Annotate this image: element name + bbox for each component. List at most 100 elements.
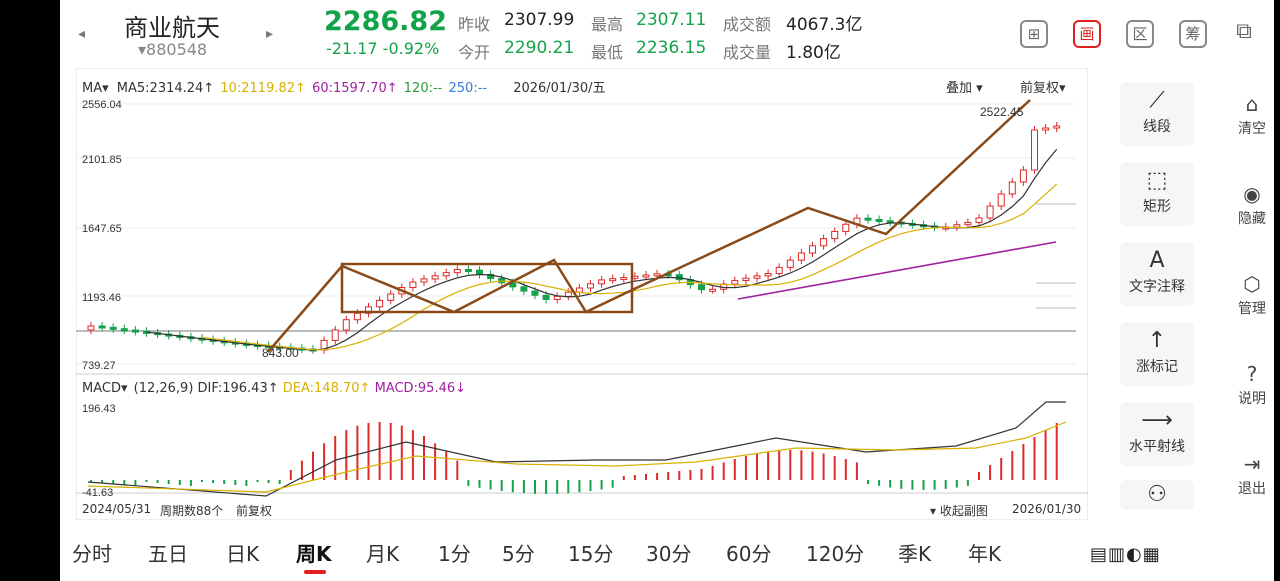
ma10-value: 10:2119.82↑: [220, 81, 306, 96]
tool-text-note[interactable]: A 文字注释: [1120, 242, 1194, 306]
macd-tick-label: -41.63: [82, 487, 113, 499]
tool-rectangle[interactable]: ⬚ 矩形: [1120, 162, 1194, 226]
hide-button[interactable]: ◉ 隐藏: [1230, 178, 1274, 228]
help-button[interactable]: ? 说明: [1230, 358, 1274, 408]
turnover-value: 4067.3亿: [786, 15, 863, 35]
chart-frame: [76, 68, 1088, 520]
interval-button[interactable]: 区: [1126, 20, 1154, 48]
side-label: 清空: [1238, 121, 1266, 137]
candle-body: [964, 221, 972, 226]
candle-body: [864, 217, 872, 221]
kline-svg[interactable]: 2556.04 2101.85 1647.65 1193.46 739.27 196.43…: [76, 68, 1088, 520]
high-label: 最高: [591, 15, 624, 34]
collapse-subchart-button[interactable]: ▾ 收起副图: [930, 504, 988, 518]
candle-body: [520, 286, 528, 292]
clear-icon: ⌂: [1245, 92, 1259, 116]
macd-tick-label: 196.43: [82, 403, 116, 415]
candle-body: [353, 312, 361, 321]
period-tabs: 分时 五日 日K 周K 月K 1分 5分 15分 30分 60分 120分 季K…: [60, 530, 1280, 581]
tool-line-segment[interactable]: ⟋ 线段: [1120, 82, 1194, 146]
tab-monthly[interactable]: 月K: [366, 542, 400, 566]
clear-button[interactable]: ⌂ 清空: [1230, 88, 1274, 138]
kline-chart[interactable]: 2556.04 2101.85 1647.65 1193.46 739.27 196.43…: [76, 68, 1088, 520]
candle-body: [1031, 129, 1038, 171]
price-tick-label: 2556.04: [82, 99, 122, 111]
app-screen: ◂ 商业航天 ▾880548 ▸ 2286.82 -21.17 -0.92% 昨…: [60, 0, 1280, 581]
candle-body: [820, 238, 828, 247]
exit-button[interactable]: ⇥ 退出: [1230, 448, 1274, 498]
candle-body: [1019, 169, 1027, 183]
adjust-label: 前复权: [236, 504, 273, 518]
candle-body: [809, 245, 816, 254]
tab-weekly[interactable]: 周K: [296, 542, 332, 566]
tab-5min[interactable]: 5分: [502, 542, 535, 566]
manage-button[interactable]: ⬡ 管理: [1230, 268, 1274, 318]
low-label: 最低: [591, 43, 624, 62]
stock-code[interactable]: ▾880548: [138, 40, 208, 59]
price-tick-label: 1647.65: [82, 223, 122, 235]
candle-body: [797, 252, 805, 261]
candle-body: [953, 224, 961, 228]
price-tick-label: 1193.46: [82, 292, 121, 304]
macd-params: (12,26,9): [133, 381, 194, 396]
tab-five-day[interactable]: 五日: [148, 542, 188, 566]
macd-selector[interactable]: MACD▾: [82, 381, 128, 396]
people-icon: ⚇: [1147, 482, 1167, 507]
candle-body: [620, 276, 628, 280]
eye-icon: ◉: [1243, 182, 1261, 206]
candle-body: [609, 278, 617, 282]
ma-selector[interactable]: MA▾: [82, 81, 109, 96]
adjust-dropdown[interactable]: 前复权▾: [1020, 81, 1066, 96]
candle-body: [775, 266, 783, 275]
overlay-dropdown[interactable]: 叠加 ▾: [946, 81, 983, 96]
candle-body: [476, 269, 483, 275]
tool-label: 文字注释: [1129, 279, 1185, 295]
tab-yearly[interactable]: 年K: [968, 542, 1002, 566]
candle-body: [642, 274, 650, 278]
candle-body: [598, 279, 606, 285]
prev-close-value: 2307.99: [504, 10, 575, 30]
tab-intraday[interactable]: 分时: [72, 542, 112, 566]
tool-label: 水平射线: [1129, 439, 1185, 455]
arrow-up-icon: ↑: [1147, 328, 1167, 353]
candle-body: [453, 269, 461, 274]
side-label: 隐藏: [1238, 211, 1266, 227]
tab-30min[interactable]: 30分: [646, 542, 692, 566]
exit-icon: ⇥: [1243, 452, 1261, 476]
candle-body: [1042, 127, 1050, 131]
candle-body: [464, 269, 472, 272]
candle-body: [764, 273, 772, 277]
prev-stock-arrow-icon[interactable]: ◂: [78, 26, 86, 42]
tab-quarterly[interactable]: 季K: [898, 542, 932, 566]
candle-body: [587, 283, 594, 289]
candle-body: [331, 329, 339, 341]
dif-value: DIF:196.43↑: [197, 381, 279, 396]
tool-rise-mark[interactable]: ↑ 涨标记: [1120, 322, 1194, 386]
candle-body: [986, 205, 994, 219]
tab-daily[interactable]: 日K: [226, 542, 260, 566]
tool-horizontal-ray[interactable]: ⟶ 水平射线: [1120, 402, 1194, 466]
candle-body: [875, 218, 883, 222]
ma60-line: [737, 241, 1057, 300]
candle-body: [387, 293, 395, 301]
candle-body: [365, 306, 372, 314]
device-switch-icon[interactable]: ⧉: [1236, 19, 1252, 44]
candle-body: [831, 230, 839, 240]
add-watchlist-button[interactable]: ⊞: [1020, 20, 1048, 48]
tool-label: 矩形: [1143, 199, 1171, 215]
bar-count: 周期数88个: [160, 504, 224, 518]
start-date: 2024/05/31: [82, 502, 152, 516]
tool-more[interactable]: ⚇: [1120, 480, 1194, 510]
tab-60min[interactable]: 60分: [726, 542, 772, 566]
next-stock-arrow-icon[interactable]: ▸: [266, 26, 274, 42]
more-period-icons[interactable]: ▤▥◐▦: [1090, 544, 1161, 565]
candle-body: [487, 273, 495, 280]
tab-15min[interactable]: 15分: [568, 542, 614, 566]
screen-edge: [1274, 0, 1280, 581]
tab-120min[interactable]: 120分: [806, 542, 865, 566]
draw-button[interactable]: 画: [1073, 20, 1101, 48]
chips-button[interactable]: 筹: [1179, 20, 1207, 48]
tab-1min[interactable]: 1分: [438, 542, 471, 566]
price-change: -21.17 -0.92%: [326, 39, 440, 58]
chart-date: 2026/01/30/五: [513, 81, 606, 96]
